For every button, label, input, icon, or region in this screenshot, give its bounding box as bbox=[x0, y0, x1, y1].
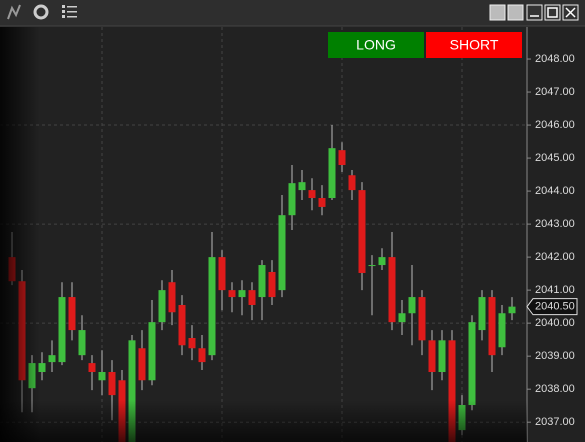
candle-body bbox=[68, 297, 76, 331]
candle-body bbox=[38, 363, 46, 373]
y-tick-label: 2043.00 bbox=[535, 218, 575, 230]
toolbar-icons[interactable] bbox=[7, 4, 579, 21]
candle-body bbox=[128, 340, 136, 442]
last-price-label: 2040.50 bbox=[535, 301, 575, 313]
candle-body bbox=[418, 297, 426, 341]
indicator-icon[interactable] bbox=[7, 4, 21, 20]
candle-body bbox=[468, 322, 476, 406]
candle-body bbox=[398, 313, 406, 323]
edge-fade bbox=[0, 27, 40, 442]
y-axis: 2037.00 2038.00 2039.00 2040.00 2041.00 2042.… bbox=[526, 53, 578, 428]
candle-body bbox=[188, 338, 196, 349]
candle-body bbox=[298, 182, 306, 191]
trade-button[interactable] bbox=[328, 32, 424, 58]
candle-body bbox=[448, 340, 456, 442]
candle-body bbox=[318, 198, 326, 207]
edge-fade bbox=[0, 400, 527, 442]
candle-body bbox=[348, 175, 356, 191]
trade-buttons[interactable]: LONG SHORT bbox=[328, 32, 522, 58]
candle-body bbox=[308, 190, 316, 199]
y-tick-label: 2042.00 bbox=[535, 251, 575, 263]
candle-body bbox=[78, 330, 86, 356]
candle-body bbox=[338, 150, 346, 166]
list-icon[interactable] bbox=[62, 5, 77, 18]
candle-body bbox=[198, 348, 206, 363]
refresh-icon[interactable] bbox=[33, 4, 49, 20]
y-tick-label: 2048.00 bbox=[535, 53, 575, 65]
y-tick-label: 2038.00 bbox=[535, 383, 575, 395]
candle-body bbox=[228, 290, 236, 298]
candle-body bbox=[278, 215, 286, 291]
candle-body bbox=[508, 306, 516, 314]
trade-button[interactable] bbox=[426, 32, 522, 58]
candle-body bbox=[328, 148, 336, 199]
last-price-marker bbox=[526, 298, 578, 316]
candle-body bbox=[108, 372, 116, 396]
candle-body bbox=[98, 372, 106, 381]
candle-body bbox=[158, 290, 166, 323]
candle-body bbox=[168, 282, 176, 313]
candle-body bbox=[208, 257, 216, 356]
candle-body bbox=[358, 190, 366, 273]
candle-body bbox=[88, 363, 96, 373]
candle-body bbox=[438, 340, 446, 373]
candle-body bbox=[488, 297, 496, 356]
candle-body bbox=[388, 257, 396, 323]
candle-body bbox=[48, 355, 56, 363]
y-tick-label: 2045.00 bbox=[535, 152, 575, 164]
candle-body bbox=[498, 313, 506, 348]
candle-body bbox=[288, 183, 296, 216]
candle-body bbox=[258, 265, 266, 298]
candle-body bbox=[218, 257, 226, 291]
candle-body bbox=[408, 297, 416, 314]
candle-body bbox=[428, 340, 436, 373]
candle-body bbox=[378, 257, 386, 266]
candle-body bbox=[248, 290, 256, 305]
y-tick-label: 2047.00 bbox=[535, 86, 575, 98]
candle-body bbox=[478, 297, 486, 331]
candle-body bbox=[238, 290, 246, 298]
candle-body bbox=[178, 304, 186, 346]
toolbar bbox=[0, 0, 585, 26]
y-tick-label: 2040.00 bbox=[535, 317, 575, 329]
y-tick-label: 2041.00 bbox=[535, 284, 575, 296]
candle-body bbox=[138, 348, 146, 381]
trade-button-label[interactable]: SHORT bbox=[450, 37, 499, 53]
candle-body bbox=[268, 271, 276, 298]
y-tick-label: 2039.00 bbox=[535, 350, 575, 362]
candle-body bbox=[58, 297, 66, 363]
y-tick-label: 2037.00 bbox=[535, 416, 575, 428]
y-tick-label: 2044.00 bbox=[535, 185, 575, 197]
trade-button-label[interactable]: LONG bbox=[356, 37, 396, 53]
candle-body bbox=[368, 265, 376, 267]
y-tick-label: 2046.00 bbox=[535, 119, 575, 131]
minimize-button[interactable] bbox=[526, 4, 543, 21]
window-button[interactable] bbox=[507, 4, 524, 21]
candle-body bbox=[148, 322, 156, 381]
window-button[interactable] bbox=[489, 4, 506, 21]
